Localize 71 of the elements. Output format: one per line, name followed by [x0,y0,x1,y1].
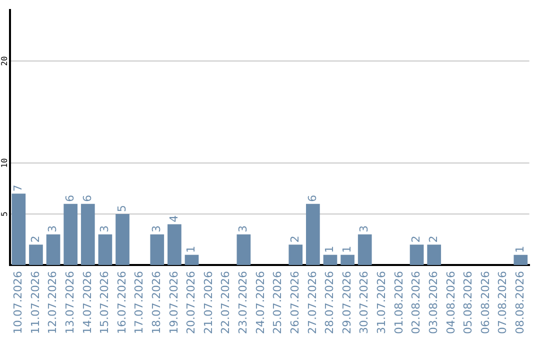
bar [236,234,251,266]
x-tick-label: 01.08.2026 [392,271,406,334]
data-label: 2 [288,236,302,243]
data-label: 1 [323,246,336,253]
data-label: 4 [167,215,180,222]
x-tick-label: 11.07.2026 [28,271,42,334]
bar [410,244,424,266]
x-tick-label: 14.07.2026 [80,271,94,334]
bar [64,204,78,266]
x-tick-label: 31.07.2026 [375,271,388,334]
x-tick-label: 18.07.2026 [150,271,163,334]
x-tick-label: 05.08.2026 [462,271,475,334]
bar [80,204,95,266]
x-tick-label: 24.07.2026 [254,271,267,334]
y-tick-label: 20 [0,56,10,66]
x-tick-label: 22.07.2026 [219,271,232,334]
x-tick-label: 29.07.2026 [340,271,354,334]
data-label: 2 [28,236,42,243]
x-tick-label: 27.07.2026 [306,271,319,334]
bar [427,244,442,266]
data-label: 1 [514,246,527,253]
x-tick-label: 17.07.2026 [132,271,146,334]
bar [46,234,60,266]
bar [116,214,130,266]
x-tick-label: 21.07.2026 [202,271,215,334]
data-label: 3 [46,225,60,232]
bar [184,254,199,266]
bar [29,244,43,266]
data-label: 6 [80,194,94,202]
data-label: 7 [12,184,25,192]
bar [514,254,528,266]
x-tick-label: 15.07.2026 [98,271,112,334]
x-tick-label: 03.08.2026 [426,271,440,334]
data-label: 3 [236,225,250,232]
bar [12,194,26,266]
x-tick-label: 08.08.2026 [514,271,527,334]
x-tick-label: 02.08.2026 [410,271,423,334]
bar [323,254,338,266]
bar [150,234,164,266]
data-label: 3 [358,225,371,232]
x-tick-label: 16.07.2026 [115,271,128,334]
data-label: 2 [426,236,440,243]
bar [168,224,182,266]
y-tick-label: 5 [0,211,10,216]
x-tick-label: 20.07.2026 [184,271,198,334]
x-tick-label: 10.07.2026 [12,271,25,334]
data-label: 2 [410,236,423,243]
data-label: 6 [63,194,76,202]
x-tick-label: 04.08.2026 [444,271,458,334]
bar [288,244,303,266]
x-tick-label: 28.07.2026 [323,271,336,334]
bar [306,204,320,266]
bar [340,254,354,266]
data-label: 1 [184,246,198,253]
x-tick-label: 23.07.2026 [236,271,250,334]
x-tick-label: 26.07.2026 [288,271,302,334]
x-tick-label: 30.07.2026 [358,271,371,334]
data-label: 1 [340,246,354,253]
x-tick-label: 06.08.2026 [478,271,492,334]
x-tick-label: 25.07.2026 [271,271,284,334]
bar [98,234,112,266]
x-tick-label: 13.07.2026 [63,271,76,334]
x-tick-label: 12.07.2026 [46,271,60,334]
bar [358,234,372,266]
data-label: 3 [150,225,163,232]
data-label: 6 [306,194,319,202]
x-tick-label: 19.07.2026 [167,271,180,334]
y-tick-label: 10 [0,158,10,168]
x-tick-label: 07.08.2026 [496,271,510,334]
data-label: 3 [98,225,112,232]
data-label: 5 [115,205,128,212]
